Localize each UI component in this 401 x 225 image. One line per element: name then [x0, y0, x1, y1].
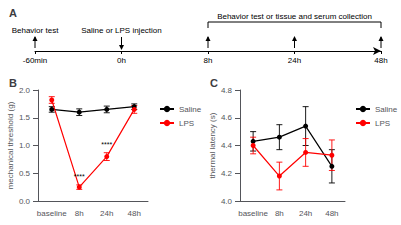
svg-text:B: B — [9, 77, 17, 89]
svg-text:1.5: 1.5 — [19, 113, 31, 122]
svg-text:24h: 24h — [100, 209, 113, 218]
svg-text:0.5: 0.5 — [19, 169, 31, 178]
svg-text:8h: 8h — [204, 56, 213, 65]
svg-text:Saline: Saline — [179, 105, 202, 114]
svg-text:-60min: -60min — [23, 56, 47, 65]
svg-text:8h: 8h — [75, 209, 84, 218]
svg-text:baseline: baseline — [238, 209, 268, 218]
svg-text:Behavior test: Behavior test — [12, 26, 59, 35]
svg-text:4.8: 4.8 — [221, 86, 233, 95]
svg-text:C: C — [210, 77, 218, 89]
svg-text:****: **** — [74, 173, 85, 180]
svg-text:48h: 48h — [128, 209, 141, 218]
svg-text:LPS: LPS — [179, 119, 194, 128]
svg-text:0h: 0h — [117, 56, 126, 65]
svg-text:48h: 48h — [325, 209, 338, 218]
svg-text:Saline or LPS injection: Saline or LPS injection — [81, 26, 162, 35]
svg-text:1.0: 1.0 — [19, 141, 31, 150]
svg-text:mechanical threshold (g): mechanical threshold (g) — [6, 101, 15, 189]
svg-text:48h: 48h — [374, 56, 387, 65]
svg-text:2.0: 2.0 — [19, 86, 31, 95]
svg-text:8h: 8h — [275, 209, 284, 218]
svg-text:A: A — [9, 7, 17, 19]
svg-text:Behavior test or tissue and se: Behavior test or tissue and serum collec… — [217, 12, 372, 21]
svg-text:24h: 24h — [288, 56, 301, 65]
svg-text:0.0: 0.0 — [19, 197, 31, 206]
svg-text:4.6: 4.6 — [221, 113, 233, 122]
svg-text:****: **** — [101, 141, 112, 148]
svg-text:24h: 24h — [299, 209, 312, 218]
svg-text:Saline: Saline — [375, 105, 398, 114]
svg-text:LPS: LPS — [375, 119, 390, 128]
svg-text:4.2: 4.2 — [221, 169, 233, 178]
svg-text:thermal latency (s): thermal latency (s) — [208, 112, 217, 178]
svg-text:baseline: baseline — [37, 209, 67, 218]
svg-text:4.0: 4.0 — [221, 197, 233, 206]
svg-text:4.4: 4.4 — [221, 141, 233, 150]
